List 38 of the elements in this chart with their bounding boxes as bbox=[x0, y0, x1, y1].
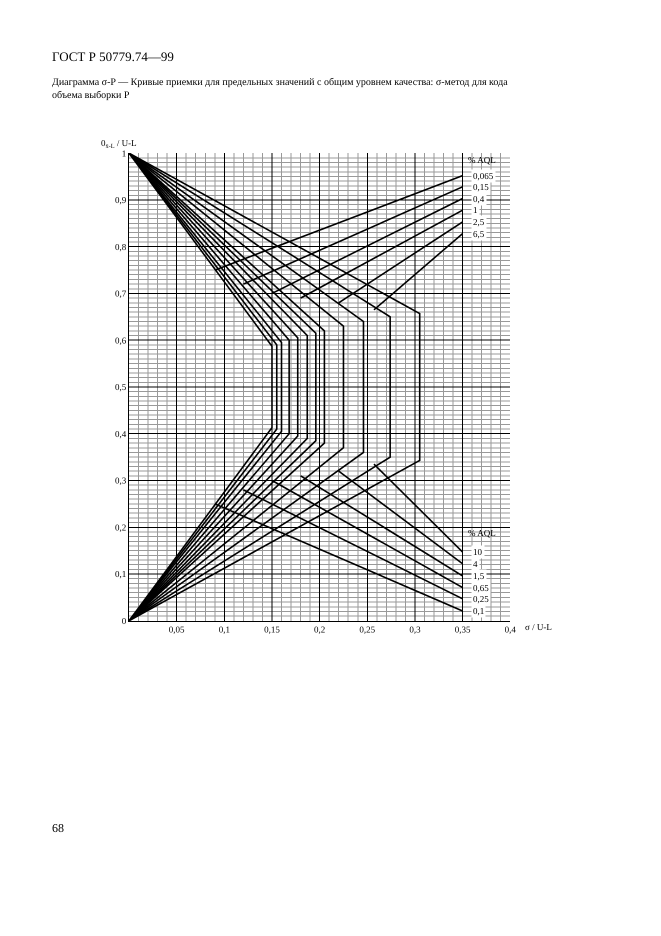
x-tick-label: 0,35 bbox=[454, 624, 471, 635]
series-label: 2,5 bbox=[473, 217, 485, 227]
y-tick-label: 0,1 bbox=[114, 569, 126, 580]
series-label: 0,4 bbox=[473, 194, 485, 204]
y-tick-label: 0,8 bbox=[114, 242, 127, 252]
y-tick-label: 0,5 bbox=[114, 382, 127, 392]
series-label: 1,5 bbox=[473, 571, 485, 581]
x-tick-label: 0,2 bbox=[314, 624, 326, 635]
series-label: 0,15 bbox=[473, 182, 490, 192]
y-tick-label: 0,2 bbox=[114, 522, 126, 532]
x-tick-label: 0,3 bbox=[409, 624, 422, 635]
series-label: 0,1 bbox=[473, 606, 484, 616]
y-tick-label: 0,6 bbox=[114, 335, 127, 346]
series-label: 0,65 bbox=[473, 583, 490, 593]
series-label: 0,065 bbox=[473, 171, 494, 181]
x-tick-label: 0,25 bbox=[359, 624, 376, 635]
series-label: 4 bbox=[473, 559, 478, 569]
x-tick-label: 0,15 bbox=[264, 624, 280, 635]
y-tick-label: 0 bbox=[122, 616, 127, 626]
y-axis-title: 0$_{x̄-L}$ / U-L bbox=[101, 138, 137, 150]
text: ГОСТ Р 50779.74—99 bbox=[52, 49, 174, 64]
x-axis-title: σ / U-L bbox=[525, 622, 552, 632]
y-tick-label: 0,7 bbox=[114, 288, 127, 299]
y-tick-label: 0,9 bbox=[114, 195, 127, 206]
y-tick-label: 0,3 bbox=[114, 476, 127, 486]
annotation: % AQL bbox=[468, 155, 496, 165]
series-label: 6,5 bbox=[473, 229, 485, 239]
series-label: 10 bbox=[473, 547, 482, 557]
x-tick-label: 0,4 bbox=[504, 624, 516, 635]
series-label: 1 bbox=[473, 205, 478, 215]
y-tick-label: 1 bbox=[122, 148, 126, 158]
y-tick-label: 0,4 bbox=[114, 428, 127, 439]
x-tick-label: 0,1 bbox=[218, 624, 230, 635]
x-tick-label: 0,05 bbox=[168, 624, 186, 635]
text: 68 bbox=[52, 821, 64, 835]
series-label: 0,25 bbox=[473, 594, 490, 604]
annotation: % AQL bbox=[468, 528, 496, 538]
chart-title: Диаграмма σ-P — Кривые приемки для предельных значений с общим уровнем качества: σ-метод для кода объема выборки P bbox=[52, 77, 508, 101]
